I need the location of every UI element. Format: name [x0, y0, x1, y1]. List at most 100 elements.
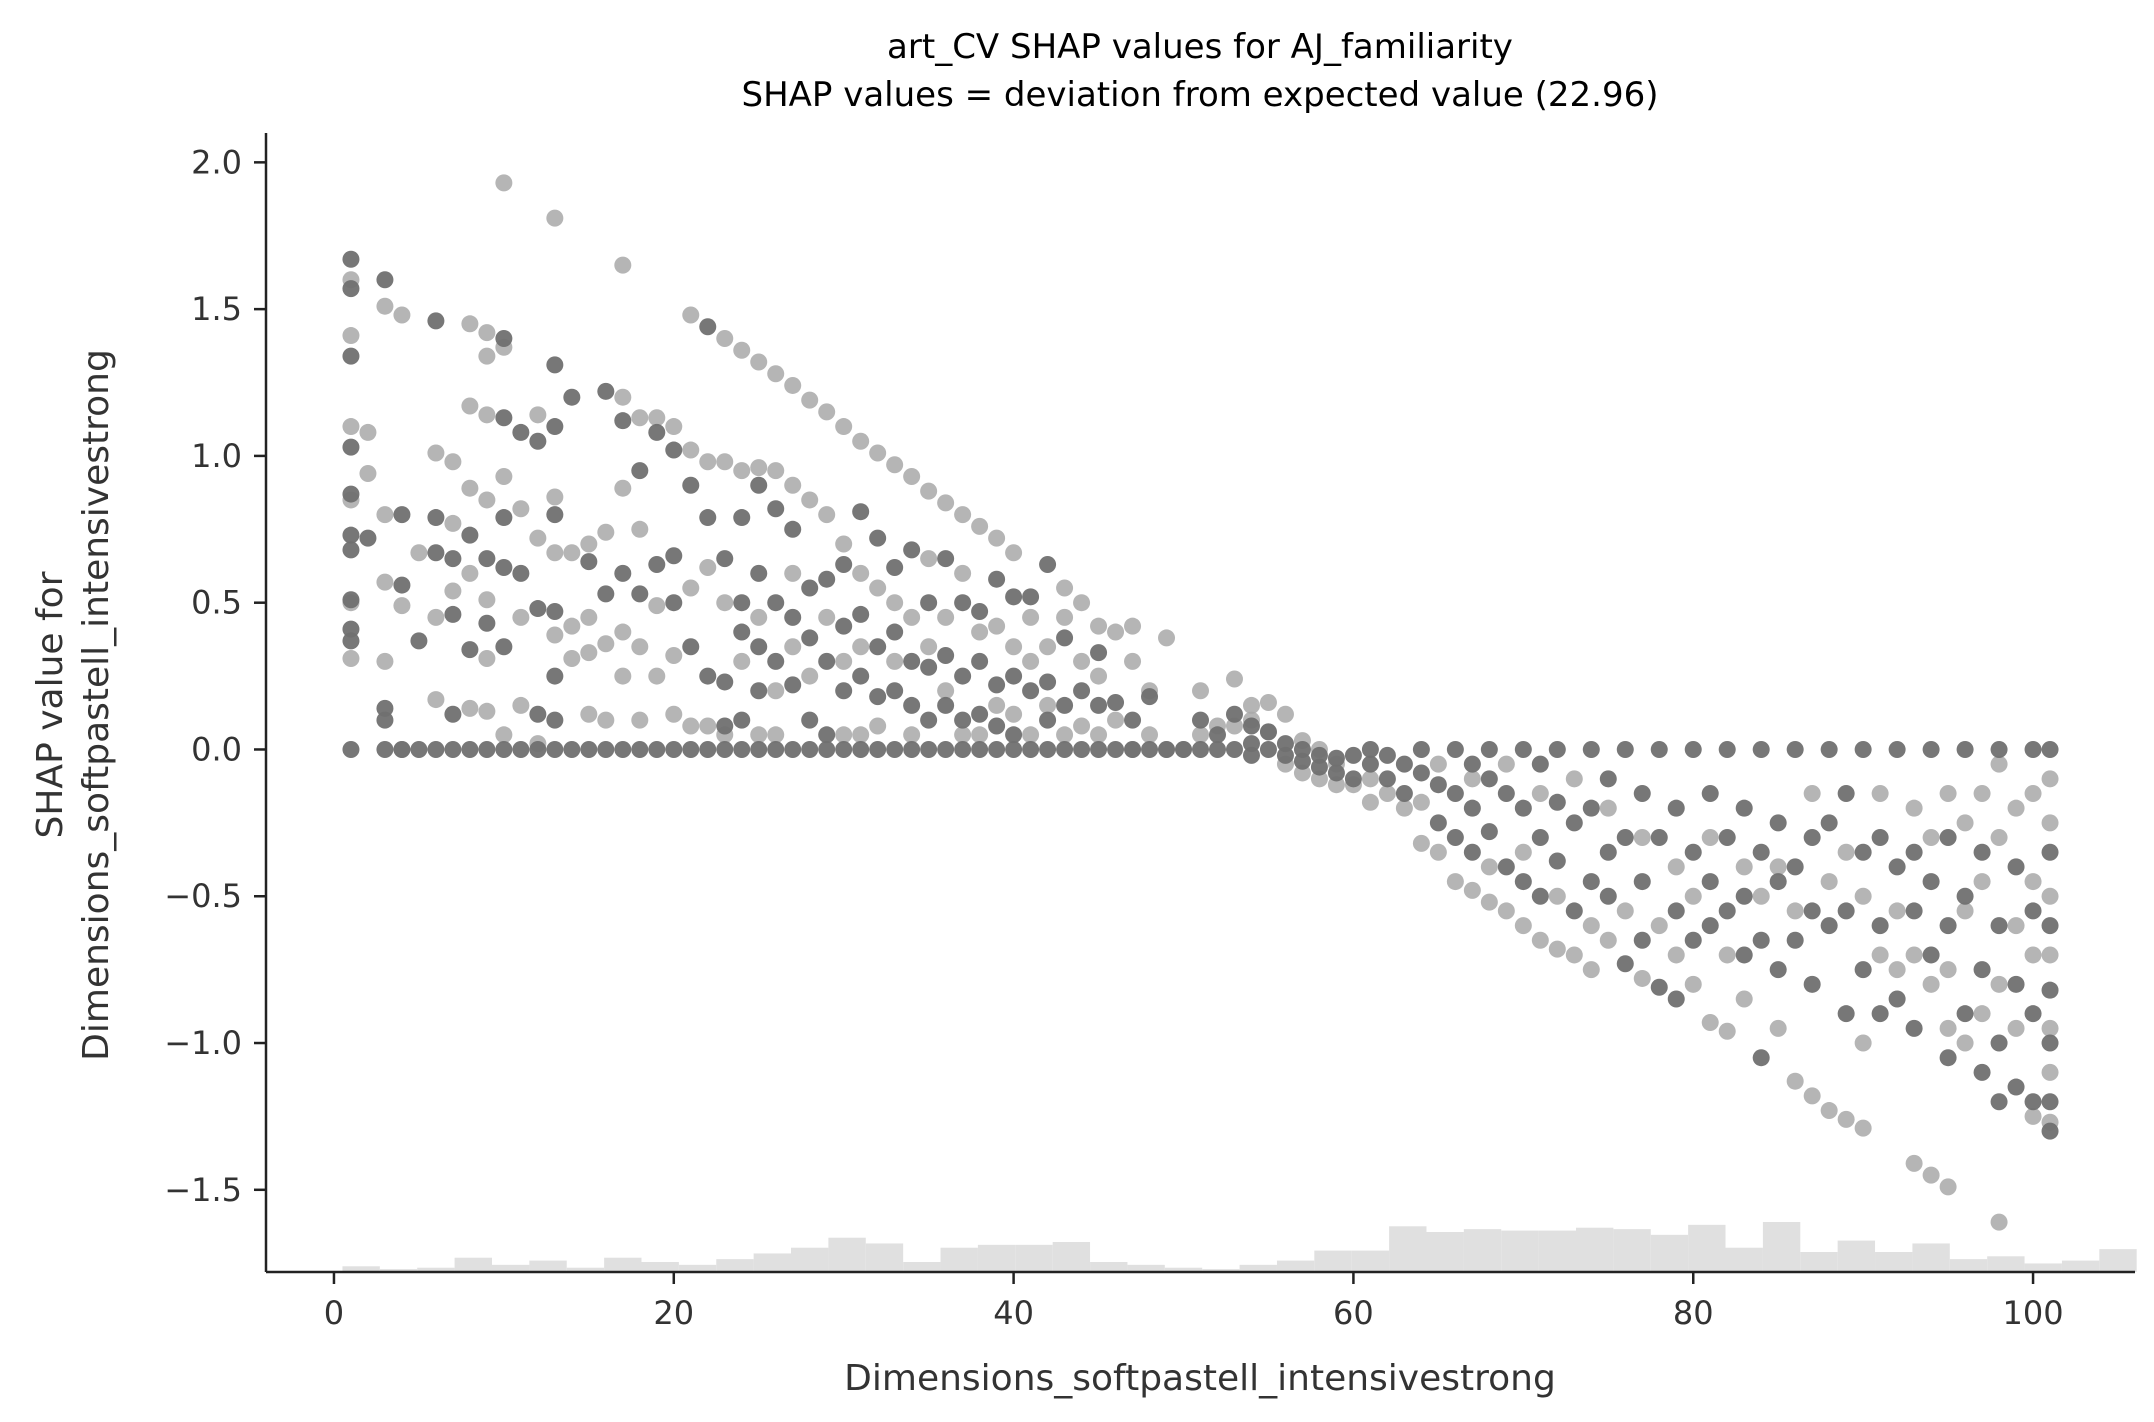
data-point — [1701, 873, 1719, 891]
data-point — [852, 605, 870, 623]
data-point — [1548, 793, 1566, 811]
data-point — [1259, 740, 1277, 758]
data-point — [529, 705, 547, 723]
data-point — [614, 740, 632, 758]
data-point — [699, 717, 717, 735]
data-point — [1684, 975, 1702, 993]
data-point — [818, 740, 836, 758]
histogram-bar — [1800, 1252, 1838, 1272]
data-point — [1090, 740, 1108, 758]
data-point — [478, 591, 496, 609]
data-point — [1752, 1049, 1770, 1067]
data-point — [665, 441, 683, 459]
data-point — [1497, 785, 1515, 803]
histogram-bar — [1613, 1229, 1651, 1272]
histogram-bar — [1351, 1250, 1390, 1272]
data-point — [1344, 746, 1362, 764]
data-point — [1854, 1119, 1872, 1137]
data-point — [767, 652, 785, 670]
data-point — [1073, 717, 1091, 735]
data-point — [750, 638, 768, 656]
data-point — [1531, 785, 1549, 803]
data-point — [784, 608, 802, 626]
data-point — [1871, 1005, 1889, 1023]
histogram-bar — [1239, 1264, 1277, 1272]
data-point — [2041, 1122, 2059, 1140]
data-point — [767, 740, 785, 758]
data-point — [342, 327, 360, 345]
data-point — [1225, 717, 1243, 735]
data-point — [648, 667, 666, 685]
data-point — [1837, 843, 1855, 861]
data-point — [342, 485, 360, 503]
data-point — [342, 591, 360, 609]
data-point — [444, 550, 462, 568]
data-point — [580, 705, 598, 723]
data-point — [1888, 990, 1906, 1008]
data-point — [1990, 1093, 2008, 1111]
data-point — [1752, 740, 1770, 758]
data-point — [1548, 887, 1566, 905]
data-point — [1582, 961, 1600, 979]
data-point — [614, 623, 632, 641]
data-point — [1922, 829, 1940, 847]
data-point — [1786, 931, 1804, 949]
data-point — [784, 638, 802, 656]
data-point — [869, 688, 887, 706]
data-point — [1973, 1005, 1991, 1023]
data-point — [597, 585, 615, 603]
data-point — [1039, 696, 1057, 714]
data-point — [1752, 931, 1770, 949]
data-point — [869, 638, 887, 656]
data-point — [1769, 873, 1787, 891]
data-point — [1514, 873, 1532, 891]
data-point — [478, 347, 496, 365]
data-point — [1073, 652, 1091, 670]
data-point — [1599, 931, 1617, 949]
data-point — [937, 608, 955, 626]
data-point — [716, 329, 734, 347]
data-point — [376, 740, 394, 758]
data-point — [444, 740, 462, 758]
data-point — [1633, 785, 1651, 803]
data-point — [1141, 740, 1159, 758]
data-point — [784, 676, 802, 694]
data-point — [733, 623, 751, 641]
y-tick-label: 0.5 — [191, 584, 242, 622]
data-point — [750, 726, 768, 744]
data-point — [648, 409, 666, 427]
data-point — [1412, 793, 1430, 811]
data-point — [546, 209, 564, 227]
data-point — [1990, 975, 2008, 993]
data-point — [1956, 740, 1974, 758]
data-point — [903, 608, 921, 626]
data-point — [2007, 975, 2025, 993]
data-point — [1786, 1072, 1804, 1090]
data-point — [1497, 858, 1515, 876]
data-point — [1327, 776, 1345, 794]
data-point — [1039, 711, 1057, 729]
histogram-bar — [865, 1243, 904, 1272]
data-point — [852, 432, 870, 450]
data-point — [1056, 740, 1074, 758]
data-point — [631, 711, 649, 729]
data-point — [1022, 726, 1040, 744]
data-point — [1616, 955, 1634, 973]
data-point — [886, 623, 904, 641]
data-point — [1735, 946, 1753, 964]
data-point — [1361, 740, 1379, 758]
data-point — [1990, 1034, 2008, 1052]
data-point — [835, 556, 853, 574]
data-point — [512, 564, 530, 582]
data-point — [1667, 990, 1685, 1008]
y-axis-ticks: −1.5 −1.0 −0.5 0.0 0.5 1.0 1.5 2.0 — [164, 143, 266, 1209]
data-point — [1242, 746, 1260, 764]
data-point — [478, 702, 496, 720]
data-point — [546, 544, 564, 562]
data-point — [529, 600, 547, 618]
data-point — [427, 740, 445, 758]
chart-title: art_CV SHAP values for AJ_familiarity — [887, 27, 1513, 67]
data-point — [1124, 652, 1142, 670]
data-point — [1208, 740, 1226, 758]
data-point — [1124, 740, 1142, 758]
